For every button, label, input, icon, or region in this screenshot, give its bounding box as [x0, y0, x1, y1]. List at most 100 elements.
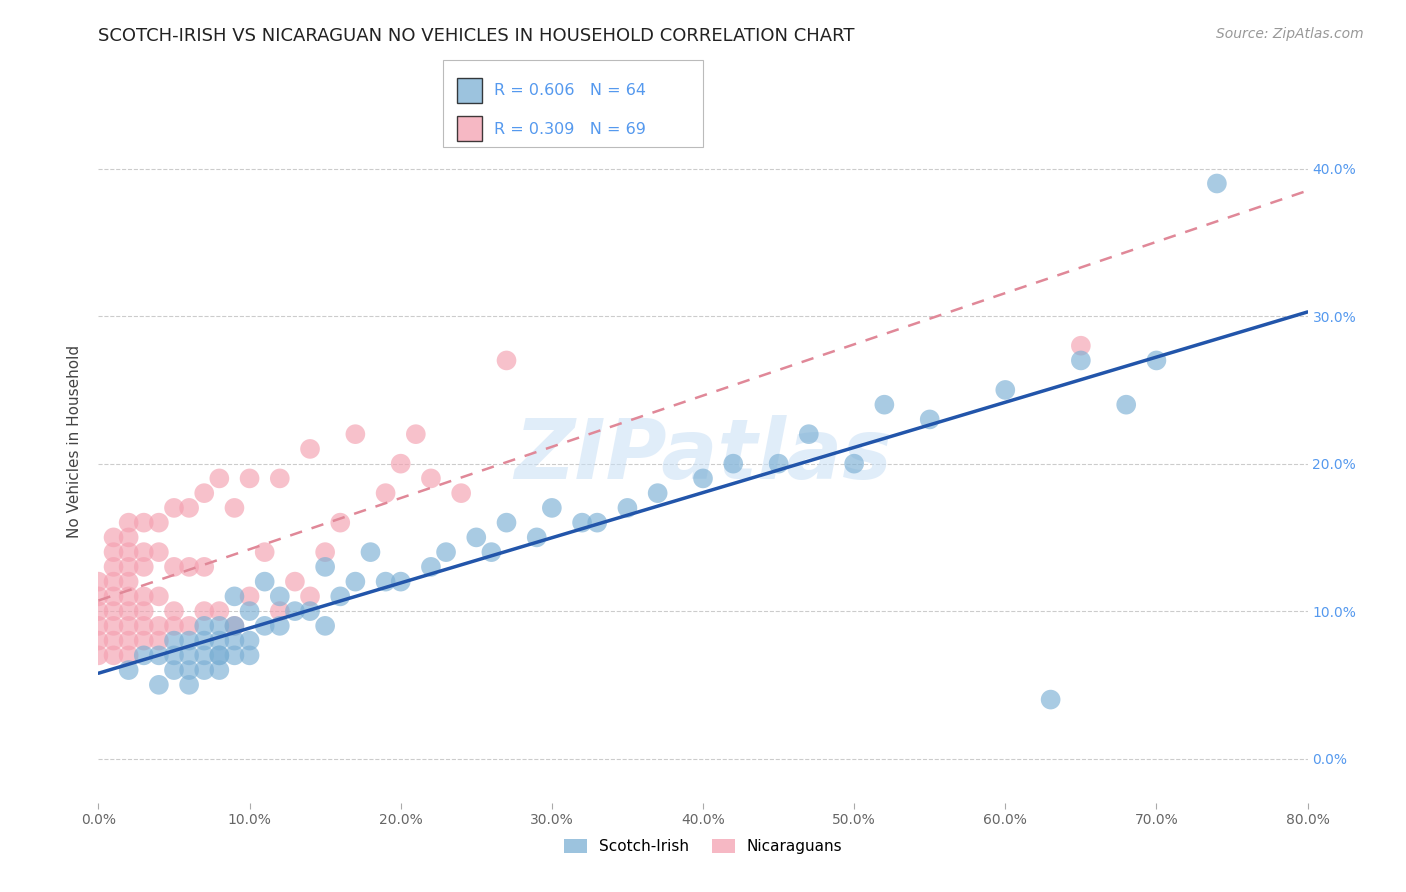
Point [118, 590, 141, 604]
Point [844, 457, 866, 471]
Point [163, 604, 186, 618]
Point [420, 560, 443, 574]
Point [405, 427, 427, 442]
Point [344, 427, 367, 442]
Text: R = 0.309   N = 69: R = 0.309 N = 69 [494, 122, 645, 137]
Point [87, 619, 110, 633]
Point [314, 545, 336, 559]
Point [692, 471, 714, 485]
Point [389, 574, 412, 589]
Point [239, 471, 262, 485]
Point [148, 648, 170, 663]
Point [1070, 339, 1092, 353]
Point [224, 500, 246, 515]
Point [239, 590, 262, 604]
Point [179, 619, 201, 633]
Point [208, 648, 231, 663]
Point [253, 545, 276, 559]
Point [768, 457, 790, 471]
Point [540, 500, 562, 515]
Point [723, 457, 745, 471]
Point [118, 604, 141, 618]
Point [284, 574, 307, 589]
Point [253, 574, 276, 589]
Point [481, 545, 503, 559]
Point [1144, 353, 1167, 368]
Point [647, 486, 669, 500]
Text: SCOTCH-IRISH VS NICARAGUAN NO VEHICLES IN HOUSEHOLD CORRELATION CHART: SCOTCH-IRISH VS NICARAGUAN NO VEHICLES I… [98, 27, 855, 45]
Point [179, 663, 201, 677]
Point [118, 663, 141, 677]
Point [374, 574, 396, 589]
Point [132, 590, 155, 604]
Point [495, 353, 517, 368]
Point [103, 590, 125, 604]
Point [132, 516, 155, 530]
Point [253, 619, 276, 633]
Point [616, 500, 638, 515]
Point [284, 604, 307, 618]
Point [269, 619, 291, 633]
Point [103, 574, 125, 589]
Point [450, 486, 472, 500]
Point [208, 471, 231, 485]
Point [299, 590, 322, 604]
Point [163, 619, 186, 633]
Point [360, 545, 382, 559]
Point [179, 633, 201, 648]
Point [224, 619, 246, 633]
Point [208, 648, 231, 663]
Point [103, 633, 125, 648]
Point [118, 516, 141, 530]
Point [132, 545, 155, 559]
Point [389, 457, 412, 471]
Point [87, 648, 110, 663]
Point [269, 471, 291, 485]
Point [87, 633, 110, 648]
Point [526, 530, 548, 544]
Point [239, 633, 262, 648]
Point [193, 663, 215, 677]
Point [1039, 692, 1062, 706]
Point [797, 427, 820, 442]
Point [148, 590, 170, 604]
Point [103, 560, 125, 574]
Point [1206, 177, 1229, 191]
Point [132, 560, 155, 574]
Point [586, 516, 609, 530]
Point [314, 560, 336, 574]
Point [103, 648, 125, 663]
Point [873, 398, 896, 412]
Y-axis label: No Vehicles in Household: No Vehicles in Household [67, 345, 83, 538]
Point [224, 633, 246, 648]
Point [420, 471, 443, 485]
Point [239, 604, 262, 618]
Point [179, 648, 201, 663]
Point [193, 560, 215, 574]
Point [329, 516, 352, 530]
Point [299, 442, 322, 456]
Point [179, 560, 201, 574]
Legend: Scotch-Irish, Nicaraguans: Scotch-Irish, Nicaraguans [558, 833, 848, 860]
Point [193, 486, 215, 500]
Text: Source: ZipAtlas.com: Source: ZipAtlas.com [1216, 27, 1364, 41]
Point [148, 633, 170, 648]
Point [163, 560, 186, 574]
Point [208, 619, 231, 633]
Point [193, 619, 215, 633]
Point [103, 619, 125, 633]
Point [118, 619, 141, 633]
Point [179, 678, 201, 692]
Point [118, 633, 141, 648]
Point [132, 648, 155, 663]
Point [193, 633, 215, 648]
Point [163, 648, 186, 663]
Point [163, 633, 186, 648]
Point [329, 590, 352, 604]
Point [1070, 353, 1092, 368]
Point [208, 663, 231, 677]
Point [132, 633, 155, 648]
Point [571, 516, 593, 530]
Point [918, 412, 941, 426]
Point [163, 663, 186, 677]
